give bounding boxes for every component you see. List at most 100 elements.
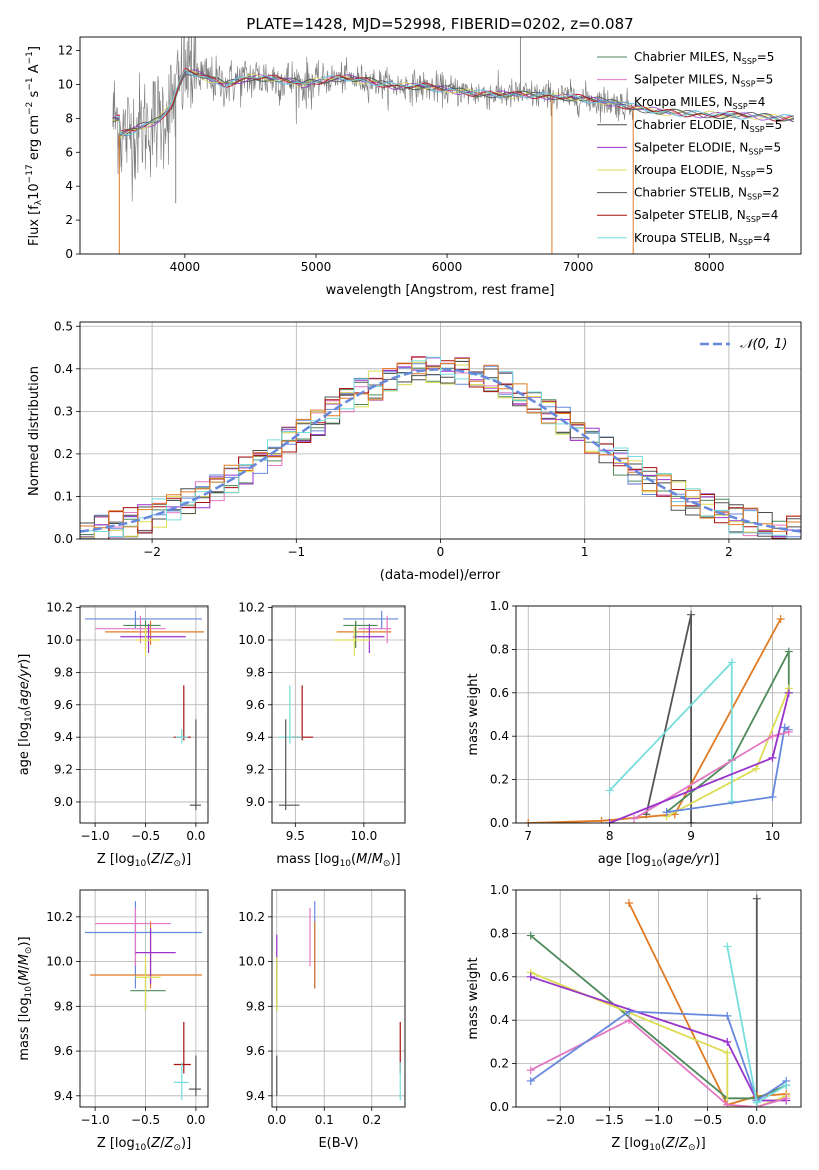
axes-mass_weight_vs_age: 7 8 9 10 0.0 0.2 0.4 0.6 0.8 1.0 age [log10(age/yr… — [466, 599, 802, 869]
y-axis-label: mass weight — [466, 957, 481, 1039]
errorbar-point — [123, 620, 161, 649]
y-tick-label: 10 — [58, 77, 73, 91]
y-tick-label: 10.2 — [46, 601, 73, 615]
x-axis-label: Z [log10(Z/Z⊙)] — [97, 1136, 191, 1153]
spectrum-data — [112, 37, 634, 202]
errorbar-point — [95, 907, 171, 967]
y-tick-label: 9.0 — [54, 795, 73, 809]
y-tick-label: 0.8 — [490, 926, 509, 940]
x-axis-label: Z [log10(Z/Z⊙)] — [97, 852, 191, 869]
y-tick-label: 1.0 — [490, 599, 509, 613]
plot-area-age_vs_mass — [278, 610, 399, 811]
x-tick-label: 0.0 — [747, 1113, 766, 1127]
legend-entry: Kroupa MILES, NSSP=4 — [634, 95, 765, 111]
errorbar-point — [291, 685, 314, 741]
y-tick-label: 0.4 — [490, 1013, 509, 1027]
x-tick-label: −1.0 — [81, 1113, 110, 1127]
plus-marker — [662, 808, 671, 817]
plus-marker — [784, 727, 793, 736]
errorbar-point — [135, 957, 161, 1011]
legend-entry: Chabrier STELIB, NSSP=2 — [634, 186, 780, 202]
y-tick-label: 10.0 — [238, 955, 265, 969]
y-tick-label: 0.4 — [54, 362, 73, 376]
plus-marker — [526, 972, 535, 981]
plus-marker — [687, 819, 696, 823]
y-tick-label: 9.8 — [54, 999, 73, 1013]
plot-area-residuals — [80, 356, 801, 539]
legend-entry: Salpeter MILES, NSSP=5 — [634, 73, 773, 89]
x-axis-label: Z [log10(Z/Z⊙)] — [611, 1136, 705, 1153]
errorbar-point — [105, 620, 204, 645]
errorbar-point — [343, 610, 399, 629]
errorbar-point — [95, 615, 166, 644]
x-tick-label: −1 — [287, 545, 305, 559]
axes-mass_weight_vs_Z: −2.0 −1.5 −1.0 −0.5 0.0 0.0 0.2 0.4 0.6 0.8 1.0 Z [… — [466, 883, 802, 1153]
y-tick-label: 9.8 — [246, 665, 265, 679]
histogram-series — [80, 357, 801, 532]
plot-area-spectrum — [112, 37, 795, 254]
x-axis-label: age [log10(age/yr)] — [598, 852, 720, 869]
plus-marker — [723, 942, 732, 951]
x-tick-label: −1.0 — [81, 829, 110, 843]
x-axis-label: mass [log10(M/M⊙)] — [276, 852, 400, 869]
errorbar-point — [278, 719, 300, 811]
y-tick-label: 0.6 — [490, 686, 509, 700]
y-axis-label: age [log10(age/yr)] — [17, 654, 34, 776]
y-tick-label: 0.3 — [54, 404, 73, 418]
y-tick-label: 9.2 — [54, 763, 73, 777]
plot-area-mass_vs_EBV — [276, 901, 401, 1101]
errorbar-point — [343, 620, 378, 649]
y-tick-label: 9.6 — [246, 1044, 265, 1058]
mass-weight-series — [628, 902, 787, 1106]
plus-marker — [630, 814, 639, 823]
y-tick-label: 0.0 — [490, 1100, 509, 1114]
plus-marker — [782, 1081, 791, 1090]
x-tick-label: 0 — [437, 545, 445, 559]
axes-frame — [515, 889, 802, 1108]
y-tick-label: 0.0 — [54, 532, 73, 546]
residuals-legend: 𝒩(0, 1) — [700, 337, 787, 352]
y-tick-label: 0.1 — [54, 489, 73, 503]
legend-entry: 𝒩(0, 1) — [740, 337, 787, 352]
axes-frame — [79, 36, 802, 255]
y-tick-label: 0.8 — [490, 642, 509, 656]
x-tick-label: 10 — [765, 829, 780, 843]
plus-marker — [687, 610, 696, 619]
axes-mass_vs_Z: −1.0 −0.5 0.0 9.4 9.6 9.8 10.0 10.2 Z [log10(Z/Z… — [17, 889, 209, 1153]
y-tick-label: 10.2 — [238, 601, 265, 615]
plus-marker — [625, 1007, 634, 1016]
legend-entry: Salpeter ELODIE, NSSP=5 — [634, 140, 781, 156]
x-tick-label: −1.0 — [644, 1113, 673, 1127]
legend-entry: Chabrier ELODIE, NSSP=5 — [634, 118, 782, 134]
plus-marker — [625, 1016, 634, 1025]
y-tick-label: 9.6 — [246, 698, 265, 712]
errorbar-point — [175, 729, 188, 744]
x-tick-label: −2 — [143, 545, 161, 559]
legend-entry: Kroupa STELIB, NSSP=4 — [634, 231, 771, 247]
plus-marker — [526, 1076, 535, 1085]
y-tick-label: 8 — [65, 111, 73, 125]
axes-frame — [271, 605, 406, 824]
y-tick-label: 10.0 — [238, 633, 265, 647]
y-axis-label: Flux [fλ10−17 erg cm−2 s−1 A−1] — [25, 46, 44, 246]
gaussian-curve — [80, 368, 801, 533]
x-tick-label: 0.2 — [362, 1113, 381, 1127]
errorbar-point — [358, 615, 392, 644]
errorbar-point — [173, 1062, 189, 1101]
plus-marker — [727, 658, 736, 667]
y-tick-label: 4 — [65, 179, 73, 193]
plus-marker — [784, 688, 793, 697]
plus-marker — [526, 1066, 535, 1075]
x-tick-label: −2.0 — [546, 1113, 575, 1127]
plus-marker — [782, 1094, 791, 1103]
plus-marker — [752, 1098, 761, 1107]
mass-weight-series — [645, 614, 692, 823]
axes-frame — [79, 889, 209, 1108]
y-tick-label: 9.2 — [246, 763, 265, 777]
plus-marker — [768, 753, 777, 762]
plot-area-mass_weight_vs_Z — [526, 894, 791, 1107]
x-tick-label: 8 — [606, 829, 614, 843]
x-axis-label: E(B-V) — [318, 1136, 358, 1151]
plus-marker — [524, 819, 533, 823]
x-tick-label: 2 — [725, 545, 733, 559]
